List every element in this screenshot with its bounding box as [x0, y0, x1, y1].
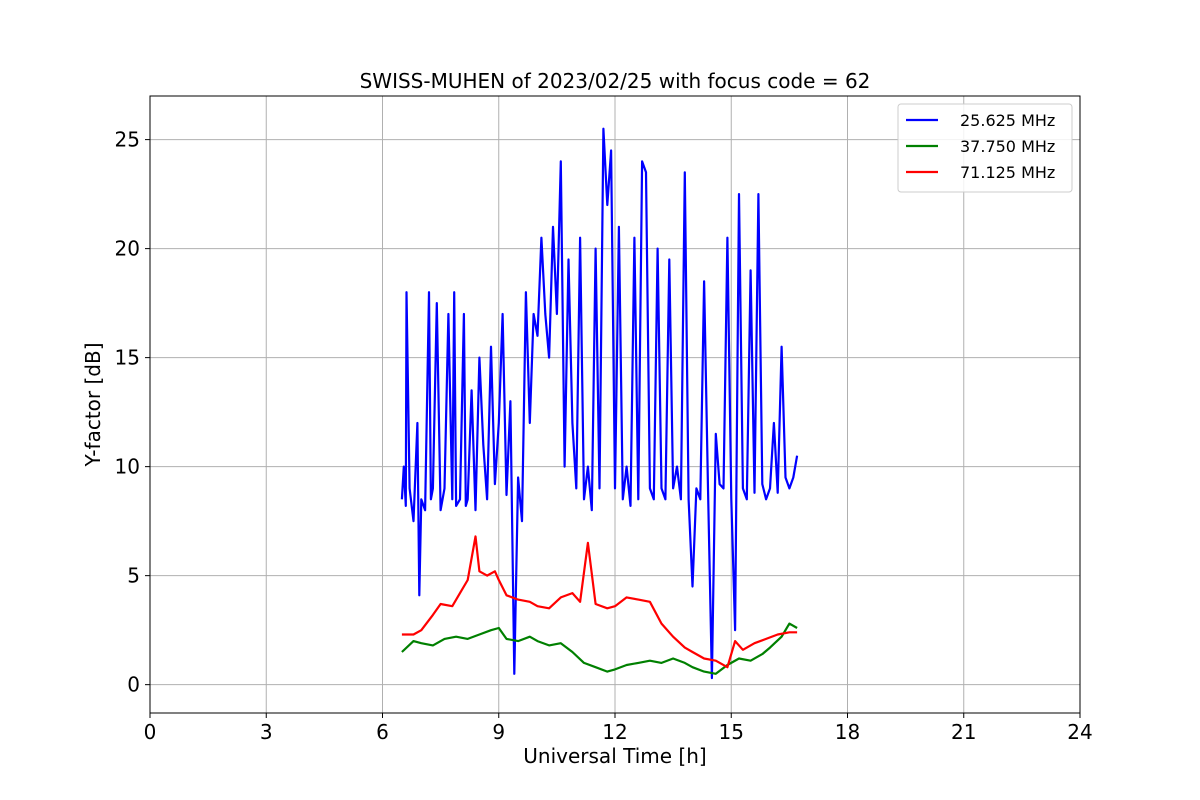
- x-axis: 0 3 6 9 12 15 18 21 24: [144, 713, 1093, 744]
- legend-box: [897, 103, 1073, 193]
- y-tick-label: 20: [115, 237, 140, 261]
- y-axis-label: Y-factor [dB]: [81, 342, 105, 467]
- legend: 25.625 MHz 37.750 MHz 71.125 MHz: [897, 103, 1073, 193]
- x-tick-label: 12: [602, 720, 627, 744]
- x-axis-label: Universal Time [h]: [523, 744, 706, 768]
- plot-area: [400, 127, 799, 680]
- legend-label: 25.625 MHz: [960, 111, 1055, 130]
- y-tick-label: 10: [115, 455, 140, 479]
- x-tick-label: 3: [260, 720, 273, 744]
- legend-label: 71.125 MHz: [960, 163, 1055, 182]
- y-tick-label: 5: [127, 564, 140, 588]
- series-line: [401, 535, 798, 669]
- y-tick-label: 25: [115, 128, 140, 152]
- chart-title: SWISS-MUHEN of 2023/02/25 with focus cod…: [360, 69, 871, 93]
- series-line: [401, 622, 798, 675]
- y-axis: 0 5 10 15 20 25: [115, 128, 150, 697]
- x-tick-label: 9: [492, 720, 505, 744]
- x-tick-label: 15: [719, 720, 744, 744]
- y-tick-label: 0: [127, 673, 140, 697]
- x-tick-label: 18: [835, 720, 860, 744]
- legend-label: 37.750 MHz: [960, 137, 1055, 156]
- series-line: [400, 127, 799, 680]
- y-tick-label: 15: [115, 346, 140, 370]
- x-tick-label: 0: [144, 720, 157, 744]
- x-tick-label: 24: [1067, 720, 1092, 744]
- x-tick-label: 6: [376, 720, 389, 744]
- x-tick-label: 21: [951, 720, 976, 744]
